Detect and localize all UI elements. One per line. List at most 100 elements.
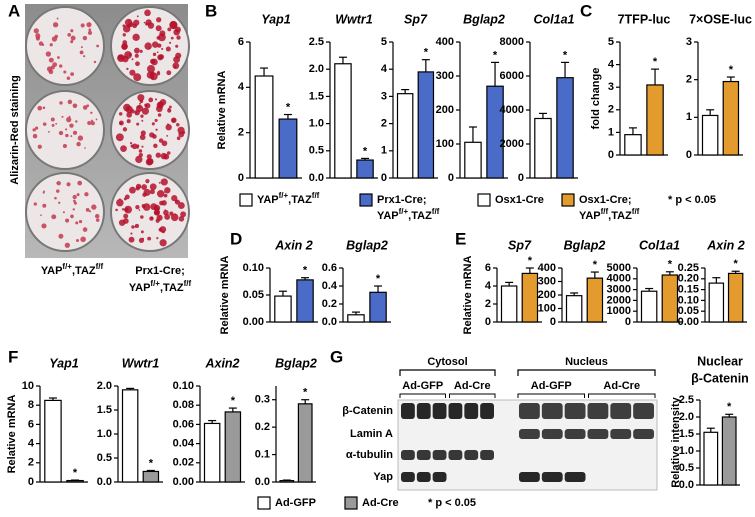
y-tick-label: 5000 <box>607 262 631 274</box>
fraction-label: Cytosol <box>427 356 467 368</box>
label: Osx1-Cre <box>495 194 544 206</box>
text-segment: f/f <box>184 279 192 288</box>
bar <box>278 118 298 179</box>
legend-swatch <box>239 193 253 207</box>
significance: * <box>363 145 368 157</box>
label: YAPf/+,TAZf/f <box>129 279 192 294</box>
stain <box>70 29 74 33</box>
y-tick-label: 0.0 <box>679 479 694 491</box>
row-label: Lamin A <box>350 428 393 440</box>
y-tick-label: 0.2 <box>255 421 270 433</box>
stain <box>33 202 37 206</box>
band <box>541 403 563 419</box>
y-tick-label: 6000 <box>500 70 524 82</box>
y-tick-label: 2.0 <box>679 411 694 423</box>
y-tick-label: 0 <box>550 316 556 328</box>
text-segment: f/+ <box>279 191 289 200</box>
stain <box>93 60 97 64</box>
stain <box>88 210 92 213</box>
stain <box>72 130 78 135</box>
y-tick-label: 0.6 <box>322 262 337 274</box>
stain <box>140 230 144 234</box>
stain <box>50 117 55 122</box>
y-tick-label: 0.5 <box>309 145 324 157</box>
stain <box>140 130 146 136</box>
stain <box>124 51 132 59</box>
panel-label: C <box>580 1 592 20</box>
stain <box>131 58 134 61</box>
stain <box>158 181 161 184</box>
y-tick-label: 0.05 <box>678 305 699 317</box>
stain <box>56 181 61 186</box>
legend-note: * p < 0.05 <box>668 194 716 206</box>
band <box>464 450 479 460</box>
stain <box>144 42 152 50</box>
label: YAPf/+,TAZf/f <box>41 262 104 277</box>
stain <box>144 102 151 109</box>
stain <box>121 43 128 50</box>
stain <box>58 233 64 239</box>
text-segment: Ad-Cre <box>362 497 399 509</box>
stain <box>136 122 140 126</box>
stain <box>167 27 172 32</box>
stain <box>145 179 150 184</box>
stain <box>94 213 100 219</box>
stain <box>77 135 84 141</box>
band <box>401 472 415 482</box>
chart-title: β-Catenin <box>691 371 749 385</box>
bar <box>142 470 160 483</box>
stain <box>153 209 160 216</box>
y-tick-label: 0.0 <box>97 476 112 488</box>
bracket <box>399 369 496 376</box>
stain <box>64 242 70 248</box>
bar <box>66 479 84 483</box>
stain <box>37 105 43 111</box>
bar <box>347 314 365 323</box>
stain <box>151 122 155 126</box>
stain <box>156 237 159 240</box>
stain <box>62 144 67 149</box>
bar <box>224 411 242 483</box>
stain <box>129 53 132 57</box>
stain <box>163 153 170 160</box>
stain <box>156 17 162 23</box>
stain <box>146 64 155 73</box>
y-tick-label: 0.04 <box>173 438 195 450</box>
y-tick-label: 4 <box>608 59 615 71</box>
bar <box>334 63 352 179</box>
stain <box>118 112 123 116</box>
stain <box>85 207 90 212</box>
bar <box>296 279 314 323</box>
stain <box>174 199 181 205</box>
y-tick-label: 0.10 <box>243 262 264 274</box>
band <box>432 403 447 419</box>
band <box>610 429 632 439</box>
y-tick-label: 1.5 <box>97 404 112 416</box>
stain <box>141 184 148 190</box>
stain <box>76 141 81 147</box>
panel-label: F <box>8 347 18 366</box>
stain <box>151 41 159 48</box>
bar <box>274 295 292 323</box>
legend-swatch <box>477 193 491 207</box>
band <box>432 450 447 460</box>
stain <box>148 47 150 49</box>
bar <box>121 389 139 483</box>
stain <box>150 203 158 211</box>
stain <box>66 117 72 123</box>
stain <box>175 44 179 48</box>
y-tick-label: 0.0 <box>255 476 270 488</box>
text-segment: Osx1-Cre; <box>579 194 632 206</box>
stain <box>51 123 55 127</box>
stain <box>134 53 139 58</box>
stain <box>63 70 67 74</box>
text-segment: ,TAZ <box>160 282 184 294</box>
stain <box>67 33 72 37</box>
text-segment: YAP <box>377 210 399 222</box>
stain <box>96 44 100 48</box>
band <box>587 403 609 419</box>
significance: * <box>563 49 568 61</box>
text-segment: f/f <box>96 262 104 271</box>
stain <box>140 114 144 118</box>
stain <box>119 122 123 125</box>
